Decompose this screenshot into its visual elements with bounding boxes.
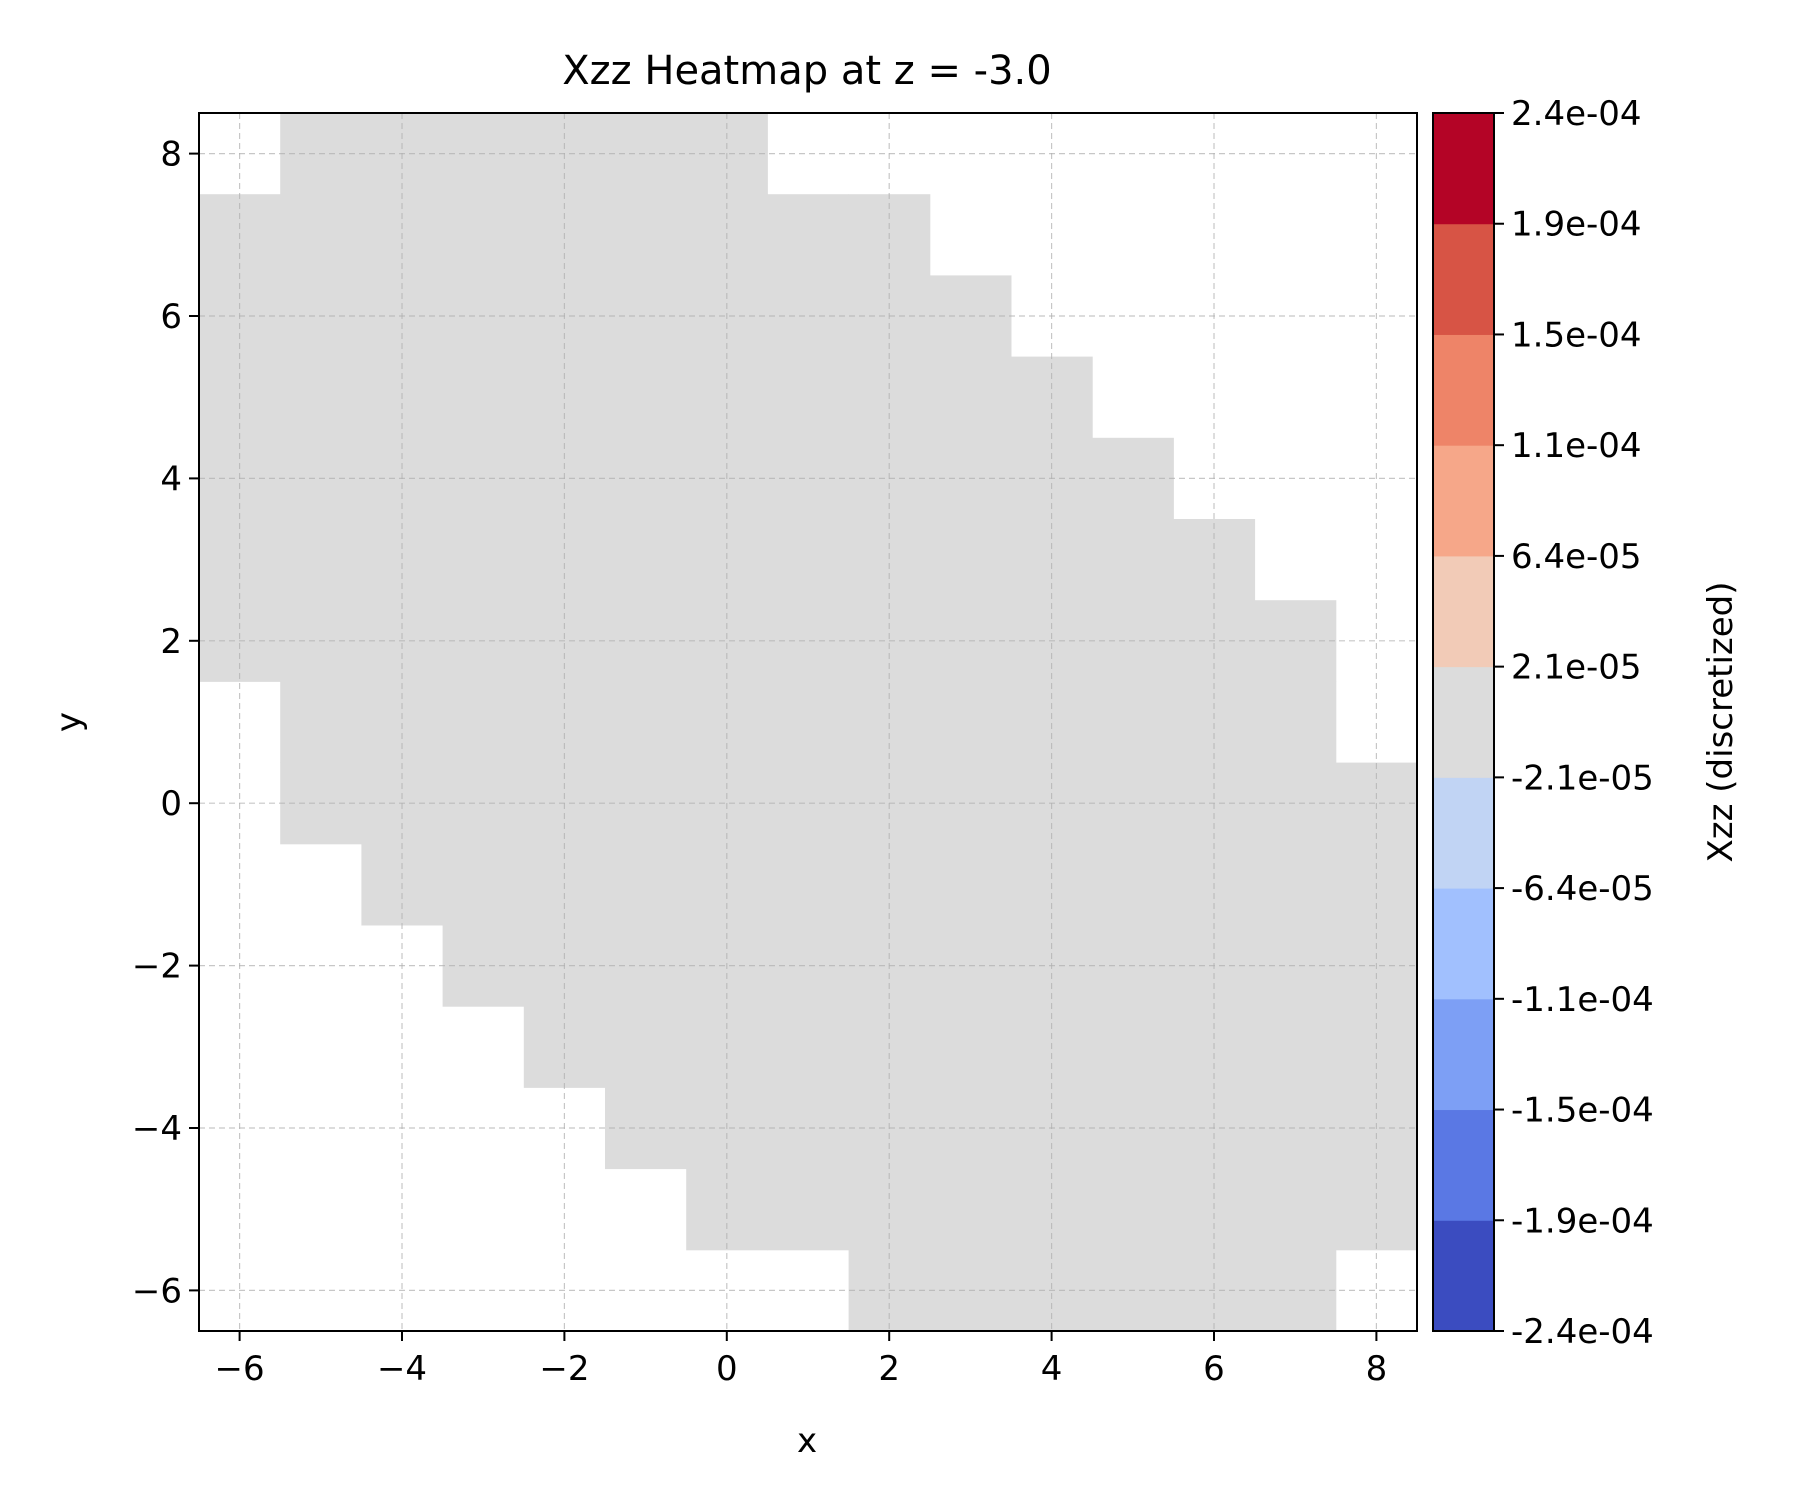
grid-lines (199, 113, 1417, 1331)
heatmap-cell (605, 356, 687, 439)
heatmap-cell (605, 194, 687, 276)
heatmap-cell (1254, 1006, 1337, 1088)
colorbar-tick-label: -2.1e-05 (1511, 758, 1654, 798)
colorbar-tick-label: 1.9e-04 (1511, 205, 1642, 245)
heatmap-cell (442, 519, 525, 601)
colorbar-tick-label: -1.1e-04 (1511, 980, 1654, 1020)
heatmap-cell (605, 519, 687, 601)
colorbar-segment (1433, 666, 1494, 778)
heatmap-cell (767, 1168, 850, 1251)
heatmap-cell (280, 681, 362, 764)
heatmap-cell (929, 843, 1012, 926)
x-tick-label: 4 (1041, 1349, 1063, 1389)
heatmap-cell (442, 843, 525, 926)
colorbar: -2.4e-04 -1.9e-04 -1.5e-04 -1.1e-04 -6.4e-05… (1432, 94, 1741, 1352)
heatmap-cell (280, 519, 362, 601)
heatmap-cell (767, 519, 850, 601)
heatmap-cell (929, 681, 1012, 764)
heatmap-cell (280, 356, 362, 439)
colorbar-segment (1433, 113, 1494, 225)
colorbar-segment (1433, 1109, 1494, 1221)
colorbar-tick-label: 2.1e-05 (1511, 648, 1642, 688)
plot-frame (198, 112, 1418, 1332)
colorbar-tick-label: -2.4e-04 (1511, 1312, 1654, 1352)
colorbar-ticks: -2.4e-04 -1.9e-04 -1.5e-04 -1.1e-04 -6.4e-05… (1494, 94, 1654, 1352)
colorbar-segment (1433, 998, 1494, 1111)
colorbar-tick-label: -6.4e-05 (1511, 869, 1654, 909)
plot-area: −6 −4 −2 0 2 4 6 8 −6 −4 −2 0 2 4 6 8 (132, 112, 1418, 1389)
y-tick-label: 0 (160, 784, 182, 824)
colorbar-segment (1433, 888, 1494, 1000)
heatmap-cell (280, 194, 362, 276)
x-tick-label: 6 (1203, 1349, 1225, 1389)
heatmap-cell (1254, 681, 1337, 764)
y-axis-label: y (49, 712, 89, 732)
heatmap-cell (767, 1006, 850, 1088)
y-tick-label: −6 (132, 1271, 182, 1311)
heatmap-cell (767, 356, 850, 439)
heatmap-cell (686, 600, 768, 682)
y-tick-label: −4 (132, 1109, 182, 1149)
x-tick-label: 2 (878, 1349, 900, 1389)
x-tick-label: −4 (377, 1349, 427, 1389)
y-tick-label: 2 (160, 622, 182, 662)
colorbar-segment (1433, 334, 1494, 446)
heatmap-cell (1092, 681, 1174, 764)
colorbar-label: Xzz (discretized) (1701, 581, 1741, 862)
y-tick-label: 4 (160, 459, 182, 499)
chart-title: Xzz Heatmap at z = -3.0 (562, 48, 1051, 94)
heatmap-cell (442, 356, 525, 439)
heatmap-cell (929, 1006, 1012, 1088)
heatmap-cell (605, 681, 687, 764)
colorbar-tick-label: -1.9e-04 (1511, 1201, 1654, 1241)
heatmap-cell (767, 194, 850, 276)
x-axis-label: x (797, 1421, 817, 1461)
x-tick-label: 8 (1366, 1349, 1388, 1389)
y-tick-label: 8 (160, 135, 182, 175)
x-tick-label: −6 (215, 1349, 265, 1389)
heatmap-cell (605, 843, 687, 926)
colorbar-tick-label: 6.4e-05 (1511, 537, 1642, 577)
heatmap-cell (442, 194, 525, 276)
heatmap-cell (1092, 519, 1174, 601)
colorbar-tick-label: -1.5e-04 (1511, 1091, 1654, 1131)
x-tick-label: 0 (716, 1349, 738, 1389)
heatmap-cells (199, 113, 1418, 1332)
heatmap-cell (767, 681, 850, 764)
y-axis-ticks: −6 −4 −2 0 2 4 6 8 (132, 135, 199, 1311)
colorbar-segment (1433, 777, 1494, 889)
colorbar-tick-label: 2.4e-04 (1511, 94, 1642, 134)
heatmap-cell (1092, 843, 1174, 926)
heatmap-cell (1254, 1168, 1337, 1251)
colorbar-segment (1433, 223, 1494, 335)
heatmap-cell (929, 1168, 1012, 1251)
colorbar-frame (1432, 112, 1495, 1332)
heatmap-cell (1254, 843, 1337, 926)
colorbar-segment (1433, 1220, 1494, 1332)
heatmap-cell (1092, 1168, 1174, 1251)
colorbar-segments (1433, 113, 1494, 1332)
colorbar-segment (1433, 555, 1494, 668)
heatmap-cell (605, 1006, 687, 1088)
x-axis-ticks: −6 −4 −2 0 2 4 6 8 (215, 1331, 1388, 1389)
heatmap-cell (1092, 1006, 1174, 1088)
colorbar-tick-label: 1.1e-04 (1511, 426, 1642, 466)
colorbar-segment (1433, 445, 1494, 557)
y-tick-label: −2 (132, 947, 182, 987)
x-tick-label: −2 (539, 1349, 589, 1389)
y-tick-label: 6 (160, 297, 182, 337)
heatmap-cell (929, 519, 1012, 601)
colorbar-tick-label: 1.5e-04 (1511, 315, 1642, 355)
heatmap-cell (442, 681, 525, 764)
heatmap-cell (767, 843, 850, 926)
heatmap-cell (929, 356, 1012, 439)
